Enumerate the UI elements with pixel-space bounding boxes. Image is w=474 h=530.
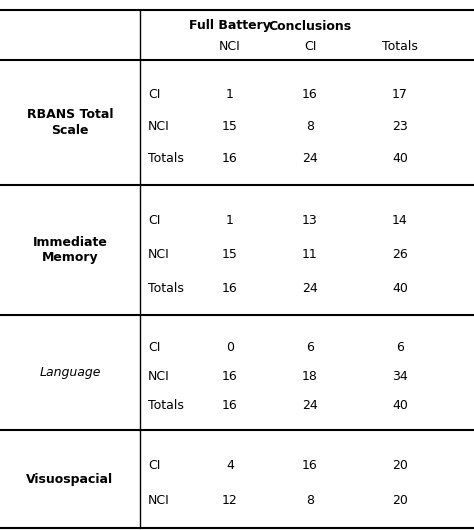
Text: 1: 1 xyxy=(226,214,234,226)
Text: 6: 6 xyxy=(396,341,404,354)
Text: NCI: NCI xyxy=(148,494,170,507)
Text: NCI: NCI xyxy=(148,120,170,133)
Text: 11: 11 xyxy=(302,248,318,261)
Text: 20: 20 xyxy=(392,494,408,507)
Text: NCI: NCI xyxy=(219,40,241,52)
Text: Totals: Totals xyxy=(148,152,184,165)
Text: 18: 18 xyxy=(302,370,318,383)
Text: 40: 40 xyxy=(392,399,408,412)
Text: 34: 34 xyxy=(392,370,408,383)
Text: 15: 15 xyxy=(222,120,238,133)
Text: Language: Language xyxy=(39,366,101,379)
Text: Visuospacial: Visuospacial xyxy=(27,473,114,485)
Text: 24: 24 xyxy=(302,152,318,165)
Text: NCI: NCI xyxy=(148,248,170,261)
Text: 14: 14 xyxy=(392,214,408,226)
Text: Immediate
Memory: Immediate Memory xyxy=(33,236,108,264)
Text: CI: CI xyxy=(148,87,160,101)
Text: CI: CI xyxy=(304,40,316,52)
Text: 40: 40 xyxy=(392,281,408,295)
Text: 13: 13 xyxy=(302,214,318,226)
Text: 17: 17 xyxy=(392,87,408,101)
Text: 16: 16 xyxy=(222,370,238,383)
Text: 23: 23 xyxy=(392,120,408,133)
Text: 20: 20 xyxy=(392,459,408,472)
Text: Full Battery: Full Battery xyxy=(189,20,271,32)
Text: 4: 4 xyxy=(226,459,234,472)
Text: RBANS Total
Scale: RBANS Total Scale xyxy=(27,109,113,137)
Text: Totals: Totals xyxy=(148,281,184,295)
Text: CI: CI xyxy=(148,214,160,226)
Text: 26: 26 xyxy=(392,248,408,261)
Text: 8: 8 xyxy=(306,494,314,507)
Text: 24: 24 xyxy=(302,281,318,295)
Text: 6: 6 xyxy=(306,341,314,354)
Text: Conclusions: Conclusions xyxy=(268,20,352,32)
Text: CI: CI xyxy=(148,341,160,354)
Text: 15: 15 xyxy=(222,248,238,261)
Text: 40: 40 xyxy=(392,152,408,165)
Text: NCI: NCI xyxy=(148,370,170,383)
Text: 16: 16 xyxy=(222,152,238,165)
Text: CI: CI xyxy=(148,459,160,472)
Text: 16: 16 xyxy=(222,399,238,412)
Text: 16: 16 xyxy=(302,87,318,101)
Text: Totals: Totals xyxy=(382,40,418,52)
Text: 16: 16 xyxy=(222,281,238,295)
Text: Totals: Totals xyxy=(148,399,184,412)
Text: 24: 24 xyxy=(302,399,318,412)
Text: 12: 12 xyxy=(222,494,238,507)
Text: 8: 8 xyxy=(306,120,314,133)
Text: 0: 0 xyxy=(226,341,234,354)
Text: 16: 16 xyxy=(302,459,318,472)
Text: 1: 1 xyxy=(226,87,234,101)
